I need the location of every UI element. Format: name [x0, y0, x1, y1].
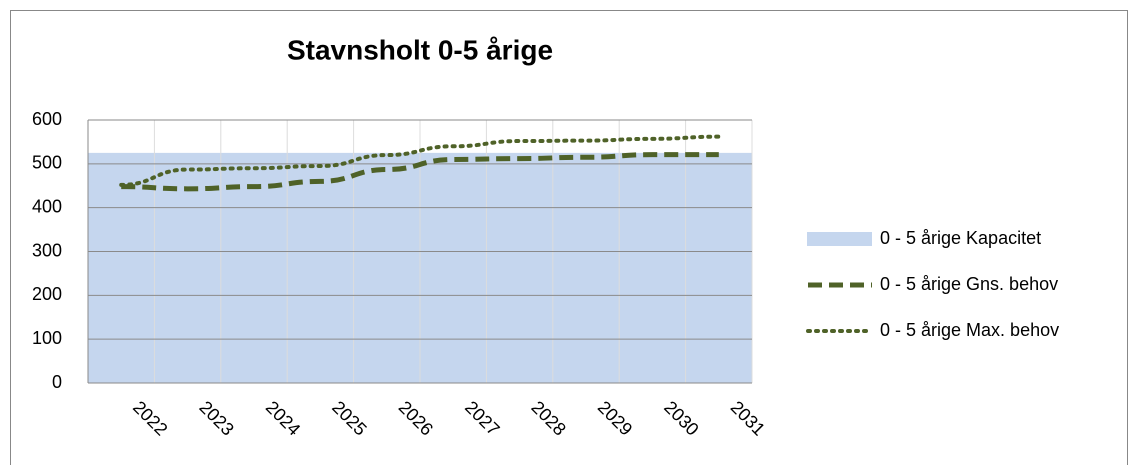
line [121, 152, 719, 192]
legend-label: 0 - 5 årige Gns. behov [880, 274, 1058, 294]
area-band [619, 152, 687, 383]
y-tick-label: 0 [52, 372, 62, 392]
area-band [287, 152, 355, 383]
y-tick-label: 400 [32, 196, 62, 216]
y-tick-label: 600 [32, 109, 62, 129]
area-band [220, 152, 288, 383]
area-band [685, 152, 753, 383]
area-band [552, 152, 620, 383]
area-band [420, 152, 487, 383]
area-band [88, 152, 155, 383]
y-tick-label: 100 [32, 328, 62, 348]
legend-swatch [807, 232, 872, 246]
y-tick-label: 200 [32, 284, 62, 304]
chart-title: Stavnsholt 0-5 årige [287, 34, 553, 65]
legend-label: 0 - 5 årige Max. behov [880, 320, 1059, 340]
legend-label: 0 - 5 årige Kapacitet [880, 228, 1041, 248]
y-tick-label: 500 [32, 153, 62, 173]
area-band [486, 152, 554, 383]
area-band [353, 152, 421, 383]
y-tick-label: 300 [32, 240, 62, 260]
line [119, 134, 721, 187]
